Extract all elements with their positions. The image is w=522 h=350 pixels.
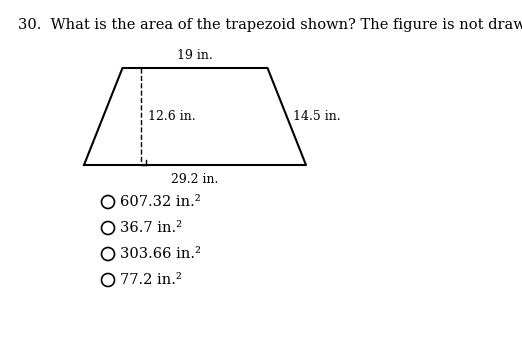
Text: 29.2 in.: 29.2 in. [171,173,219,186]
Text: 30.  What is the area of the trapezoid shown? The figure is not drawn to scale.: 30. What is the area of the trapezoid sh… [18,18,522,32]
Text: 607.32 in.²: 607.32 in.² [120,195,200,209]
Text: 36.7 in.²: 36.7 in.² [120,221,182,235]
Text: 14.5 in.: 14.5 in. [293,110,340,123]
Text: 12.6 in.: 12.6 in. [148,110,196,123]
Text: 19 in.: 19 in. [177,49,213,62]
Text: 77.2 in.²: 77.2 in.² [120,273,182,287]
Text: 303.66 in.²: 303.66 in.² [120,247,201,261]
